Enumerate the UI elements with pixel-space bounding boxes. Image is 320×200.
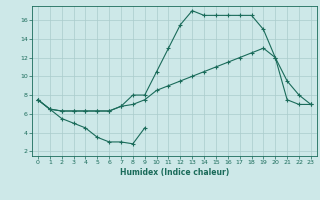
X-axis label: Humidex (Indice chaleur): Humidex (Indice chaleur) bbox=[120, 168, 229, 177]
